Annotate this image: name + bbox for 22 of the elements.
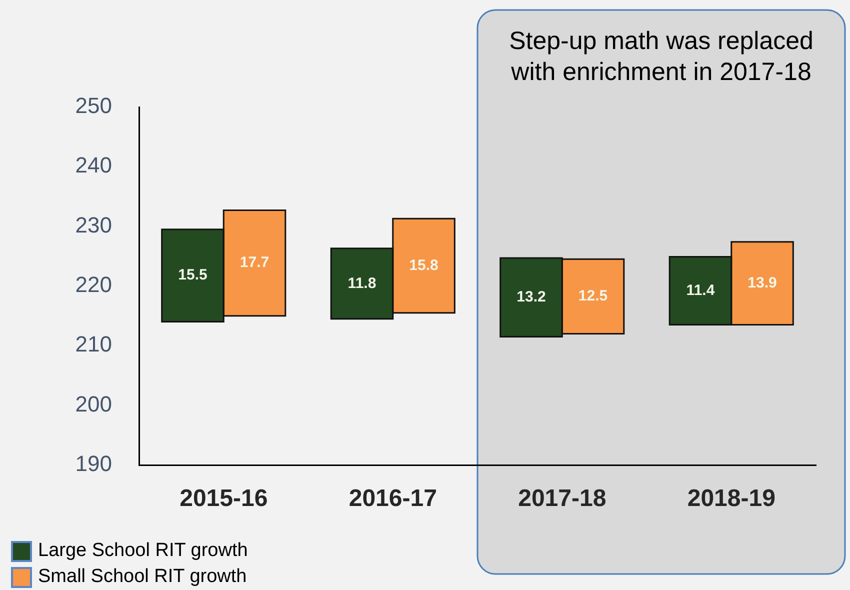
- y-tick-label: 230: [75, 212, 112, 238]
- y-tick-label: 190: [75, 451, 112, 476]
- y-tick-label: 240: [75, 152, 112, 178]
- legend-label: Large School RIT growth: [38, 540, 248, 562]
- data-label: 11.4: [686, 282, 716, 299]
- band-label: Step-up math was replaced with enrichment in 2017-18: [509, 26, 814, 86]
- data-label: 13.9: [748, 274, 777, 292]
- y-tick-label: 210: [75, 332, 112, 357]
- data-label: 12.5: [578, 288, 608, 305]
- legend-label: Small School RIT growth: [38, 566, 247, 588]
- y-tick-label: 220: [75, 272, 112, 298]
- x-tick-label: 2016-17: [348, 485, 437, 512]
- data-label: 13.2: [516, 288, 546, 306]
- y-tick-label: 250: [75, 93, 112, 118]
- data-label: 11.8: [348, 274, 376, 292]
- x-tick-label: 2018-19: [687, 485, 776, 512]
- data-label: 17.7: [240, 254, 270, 272]
- data-label: 15.8: [409, 256, 438, 274]
- x-tick-label: 2017-18: [518, 485, 606, 512]
- data-label: 15.5: [178, 266, 208, 284]
- x-tick-label: 2015-16: [180, 485, 268, 512]
- y-tick-label: 200: [75, 391, 112, 416]
